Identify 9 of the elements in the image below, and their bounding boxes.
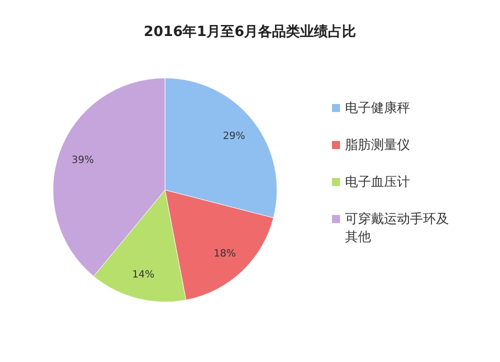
- legend-label: 电子血压计: [345, 175, 410, 190]
- data-label: 39%: [72, 155, 94, 166]
- legend-label: 可穿戴运动手环及其他: [345, 212, 449, 245]
- legend-label: 电子健康秤: [345, 101, 410, 116]
- chart-title: 2016年1月至6月各品类业绩占比: [144, 24, 356, 40]
- data-label: 18%: [214, 248, 236, 260]
- data-label: 29%: [222, 131, 246, 142]
- legend-label: 脂肪测量仪: [345, 138, 410, 153]
- data-label: 14%: [132, 269, 154, 280]
